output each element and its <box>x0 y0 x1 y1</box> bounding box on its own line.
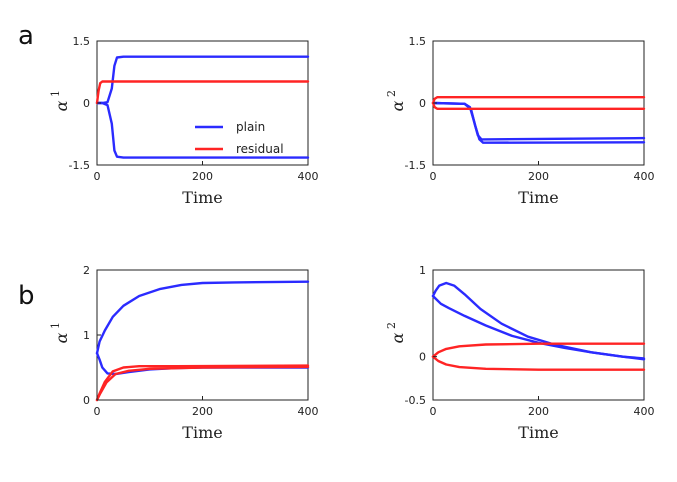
y-tick-label: 1 <box>83 329 90 342</box>
y-tick-label: -1.5 <box>405 159 426 172</box>
legend-label-residual: residual <box>236 142 284 156</box>
y-tick-label: -0.5 <box>405 394 426 407</box>
y-axis-symbol: α <box>52 332 71 343</box>
x-tick-label: 0 <box>94 405 101 418</box>
x-tick-label: 200 <box>528 170 549 183</box>
x-tick-label: 0 <box>94 170 101 183</box>
y-axis-label: α2 <box>385 322 407 343</box>
x-axis-label: Time <box>518 188 558 207</box>
panel-label-a: a <box>18 21 34 51</box>
y-tick-label: 0 <box>419 97 426 110</box>
y-tick-label: 0 <box>83 97 90 110</box>
panel-label-b: b <box>18 281 35 311</box>
y-axis-superscript: 1 <box>49 90 62 97</box>
y-tick-label: 1 <box>419 264 426 277</box>
series-line-residual-3 <box>431 96 646 105</box>
y-tick-label: 1.5 <box>73 35 91 48</box>
x-tick-label: 400 <box>634 170 655 183</box>
y-axis-label: α1 <box>49 322 71 343</box>
y-axis-symbol: α <box>388 100 407 111</box>
x-tick-label: 400 <box>298 170 319 183</box>
series-line-residual-3 <box>431 342 646 358</box>
legend: plain residual <box>195 120 284 156</box>
x-tick-label: 0 <box>430 170 437 183</box>
x-axis-label: Time <box>182 188 222 207</box>
plot-frame <box>96 269 309 401</box>
series-line-residual-4 <box>431 355 646 371</box>
y-tick-label: 0 <box>419 351 426 364</box>
x-tick-label: 0 <box>430 405 437 418</box>
x-tick-label: 200 <box>528 405 549 418</box>
y-tick-label: 1.5 <box>409 35 427 48</box>
series-line-plain-1 <box>95 280 310 355</box>
y-axis-symbol: α <box>52 100 71 111</box>
x-tick-label: 200 <box>192 170 213 183</box>
y-axis-symbol: α <box>388 332 407 343</box>
series-line-plain-2 <box>431 101 646 144</box>
series-line-plain-2 <box>95 101 310 159</box>
y-tick-label: 0 <box>83 394 90 407</box>
y-axis-superscript: 2 <box>385 90 398 97</box>
y-axis-label: α1 <box>49 90 71 111</box>
x-tick-label: 400 <box>298 405 319 418</box>
series-line-plain-1 <box>95 55 310 105</box>
y-tick-label: -1.5 <box>69 159 90 172</box>
series-line-residual-4 <box>95 365 310 402</box>
x-tick-label: 400 <box>634 405 655 418</box>
series-line-residual-4 <box>431 101 646 110</box>
x-axis-label: Time <box>518 423 558 442</box>
legend-label-plain: plain <box>236 120 265 134</box>
x-axis-label: Time <box>182 423 222 442</box>
x-tick-label: 200 <box>192 405 213 418</box>
y-tick-label: 2 <box>83 264 90 277</box>
y-axis-superscript: 1 <box>49 322 62 329</box>
y-axis-label: α2 <box>385 90 407 111</box>
plot-frame <box>432 269 645 401</box>
series-line-plain-2 <box>431 294 646 361</box>
y-axis-superscript: 2 <box>385 322 398 329</box>
series-line-residual-3 <box>95 80 310 105</box>
